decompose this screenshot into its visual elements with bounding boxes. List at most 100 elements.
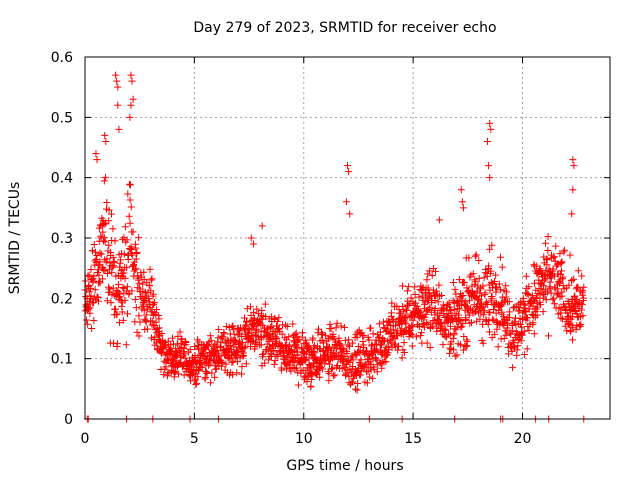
data-point — [127, 203, 135, 211]
data-point — [93, 156, 101, 164]
data-point — [556, 279, 564, 287]
data-point — [101, 131, 109, 139]
data-point — [506, 314, 514, 322]
data-point — [568, 313, 576, 321]
data-point — [369, 330, 377, 338]
data-point — [97, 250, 105, 258]
data-point — [85, 271, 93, 279]
data-point — [150, 300, 158, 308]
data-point — [400, 349, 408, 357]
data-point — [568, 210, 576, 218]
data-point — [438, 304, 446, 312]
data-point — [139, 280, 147, 288]
data-point — [174, 370, 182, 378]
data-point — [403, 306, 411, 314]
data-point — [349, 356, 357, 364]
data-point — [465, 254, 473, 262]
data-point — [493, 284, 501, 292]
data-point — [476, 306, 484, 314]
data-point — [443, 306, 451, 314]
data-point — [517, 337, 525, 345]
data-point — [357, 356, 365, 364]
data-point — [114, 101, 122, 109]
data-point — [211, 373, 219, 381]
data-point — [110, 258, 118, 266]
data-point — [552, 242, 560, 250]
data-point — [455, 316, 463, 324]
data-point — [83, 316, 91, 324]
data-point — [375, 320, 383, 328]
data-point — [254, 310, 262, 318]
data-point — [497, 335, 505, 343]
data-point — [451, 352, 459, 360]
data-point — [521, 304, 529, 312]
data-point — [330, 372, 338, 380]
x-axis-title: GPS time / hours — [286, 458, 403, 474]
data-point — [233, 358, 241, 366]
data-point — [105, 217, 113, 225]
data-point — [465, 311, 473, 319]
data-point — [194, 373, 202, 381]
data-point — [555, 304, 563, 312]
data-point — [128, 287, 136, 295]
data-point — [86, 284, 94, 292]
y-tick-label: 0.6 — [51, 50, 73, 66]
data-point — [530, 330, 538, 338]
data-point — [186, 346, 194, 354]
data-point — [408, 342, 416, 350]
data-point — [330, 335, 338, 343]
data-point — [446, 303, 454, 311]
data-point — [278, 366, 286, 374]
data-point — [268, 341, 276, 349]
data-point — [127, 246, 135, 254]
data-point — [124, 310, 132, 318]
data-point — [371, 347, 379, 355]
data-point — [96, 258, 104, 266]
data-point — [373, 368, 381, 376]
data-point — [108, 268, 116, 276]
data-point — [359, 338, 367, 346]
data-point — [498, 263, 506, 271]
data-point — [483, 272, 491, 280]
data-point — [133, 328, 141, 336]
data-point — [558, 258, 566, 266]
data-point — [192, 381, 200, 389]
data-point — [462, 317, 470, 325]
data-point — [328, 364, 336, 372]
data-point — [409, 323, 417, 331]
data-point — [450, 346, 458, 354]
data-point — [289, 320, 297, 328]
data-point — [161, 339, 169, 347]
data-point — [569, 186, 577, 194]
data-point — [377, 349, 385, 357]
data-point — [218, 359, 226, 367]
data-point — [233, 369, 241, 377]
data-point — [113, 77, 121, 85]
data-point — [104, 270, 112, 278]
data-point — [574, 267, 582, 275]
data-point — [127, 101, 135, 109]
data-point — [97, 232, 105, 240]
data-point — [491, 278, 499, 286]
data-point — [135, 234, 143, 242]
data-point — [84, 272, 92, 280]
data-point — [557, 314, 565, 322]
data-point — [248, 338, 256, 346]
data-point — [243, 305, 251, 313]
y-tick-label: 0 — [64, 412, 73, 428]
data-point — [84, 300, 92, 308]
data-point — [96, 249, 104, 257]
data-point — [493, 325, 501, 333]
data-point — [424, 270, 432, 278]
data-point — [472, 278, 480, 286]
data-point — [265, 356, 273, 364]
data-point — [349, 363, 357, 371]
data-point — [115, 125, 123, 133]
data-point — [369, 374, 377, 382]
data-point — [318, 330, 326, 338]
data-point — [147, 287, 155, 295]
data-point — [122, 341, 130, 349]
data-point — [402, 320, 410, 328]
data-point — [577, 320, 585, 328]
y-tick-label: 0.3 — [51, 231, 73, 247]
